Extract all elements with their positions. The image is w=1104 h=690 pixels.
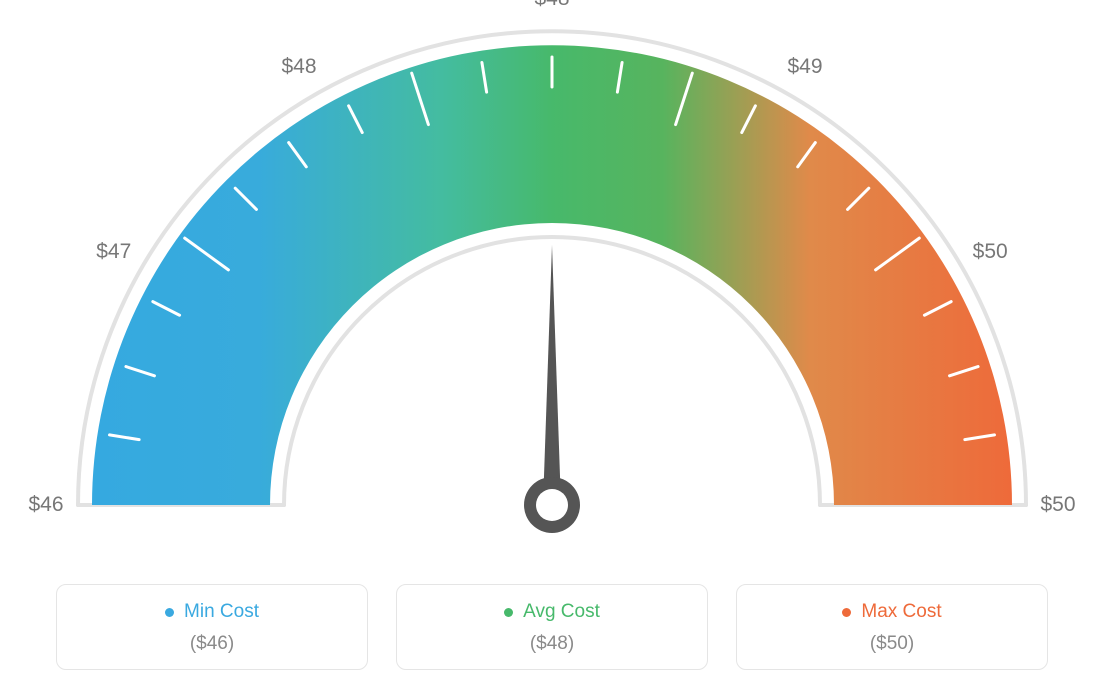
legend-title-min: Min Cost xyxy=(165,601,259,623)
axis-label: $48 xyxy=(281,55,316,79)
gauge-chart-container: { "gauge": { "type": "gauge", "center_x"… xyxy=(0,0,1104,690)
legend-value-max: ($50) xyxy=(737,633,1047,655)
axis-label: $50 xyxy=(973,240,1008,264)
legend-card-avg: Avg Cost ($48) xyxy=(396,584,708,670)
legend-label-max: Max Cost xyxy=(861,601,941,623)
axis-label: $47 xyxy=(96,240,131,264)
legend-value-avg: ($48) xyxy=(397,633,707,655)
axis-label: $48 xyxy=(534,0,569,11)
legend-label-avg: Avg Cost xyxy=(523,601,600,623)
legend-title-avg: Avg Cost xyxy=(504,601,600,623)
legend-card-max: Max Cost ($50) xyxy=(736,584,1048,670)
legend-label-min: Min Cost xyxy=(184,601,259,623)
gauge-svg xyxy=(0,0,1104,560)
dot-icon xyxy=(165,608,174,617)
legend-title-max: Max Cost xyxy=(842,601,941,623)
axis-label: $49 xyxy=(787,55,822,79)
legend-card-min: Min Cost ($46) xyxy=(56,584,368,670)
legend-row: Min Cost ($46) Avg Cost ($48) Max Cost (… xyxy=(0,584,1104,670)
axis-label: $46 xyxy=(28,493,63,517)
dot-icon xyxy=(504,608,513,617)
axis-label: $50 xyxy=(1040,493,1075,517)
dot-icon xyxy=(842,608,851,617)
legend-value-min: ($46) xyxy=(57,633,367,655)
